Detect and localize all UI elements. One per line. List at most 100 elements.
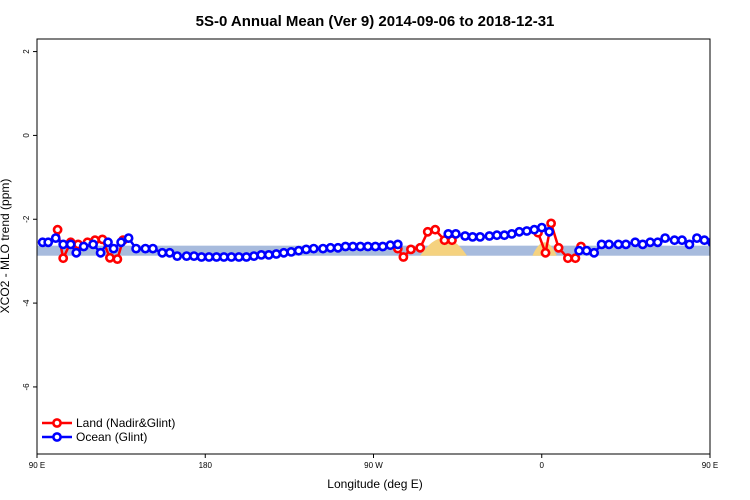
y-tick-label: -6 [22, 383, 31, 391]
series-1-point [521, 226, 532, 236]
y-tick-label: -4 [22, 299, 31, 307]
series-1-point [218, 252, 229, 262]
series-1-point [308, 243, 319, 254]
x-tick-label: 180 [199, 461, 213, 470]
series-1-point [536, 222, 547, 233]
series-1-point [613, 239, 624, 250]
series-1-point [293, 245, 304, 256]
legend-marker-1 [52, 432, 62, 442]
series-1-point [123, 233, 134, 243]
series-1-point [637, 239, 648, 250]
series-1-point [233, 252, 244, 262]
series-0-point [430, 224, 441, 235]
x-tick-label: 90 E [29, 461, 45, 470]
series-1-point [514, 226, 525, 237]
series-1-point [677, 235, 687, 246]
series-1-point [621, 239, 631, 250]
series-1-point [377, 241, 388, 252]
series-1-point [499, 230, 510, 241]
series-1-point [278, 247, 289, 258]
legend-label-0: Land (Nadir&Glint) [76, 416, 175, 430]
series-1-point [318, 243, 328, 254]
series-0-point [52, 224, 63, 235]
series-1-point [116, 237, 126, 248]
series-1-point [131, 243, 141, 254]
legend-marker-0 [52, 418, 62, 428]
series-1-point [604, 239, 614, 250]
series-1-point [43, 237, 54, 248]
series-1-point [467, 231, 478, 242]
series-0-point [105, 252, 115, 263]
series-1-point [95, 247, 106, 258]
series-0-point [398, 252, 409, 262]
series-0-point [540, 247, 551, 258]
series-1-point [699, 235, 710, 246]
series-1-point [581, 245, 592, 256]
series-1-point [226, 252, 237, 262]
series-1-point [108, 243, 119, 254]
series-0-point [112, 254, 123, 264]
series-1-point [669, 235, 680, 246]
series-1-point [325, 242, 336, 253]
series-1-point [71, 247, 82, 258]
series-1-point [172, 251, 183, 261]
series-1-point [684, 239, 695, 250]
series-0-point [405, 244, 416, 255]
series-1-point [731, 235, 738, 242]
series-1-point [385, 240, 396, 251]
series-1-point [256, 249, 267, 260]
series-1-point [164, 247, 175, 258]
series-1-point [692, 233, 702, 243]
series-0-point [563, 253, 573, 264]
series-1-point [475, 231, 485, 242]
series-1-point [574, 245, 584, 256]
series-0-point [422, 226, 433, 237]
x-tick-label: 90 E [702, 461, 718, 470]
series-1-point [716, 237, 723, 244]
series-1-point [347, 241, 358, 252]
series-1-point [88, 239, 98, 250]
series-0-point [570, 253, 581, 264]
series-1-point [589, 247, 599, 258]
series-1-point [140, 243, 151, 254]
series-1-point [491, 230, 502, 241]
x-axis-label: Longitude (deg E) [327, 477, 422, 491]
x-tick-label: 0 [540, 461, 545, 470]
series-1-point [484, 231, 495, 241]
series-1-point [271, 249, 282, 259]
series-0-point [736, 226, 743, 233]
x-axis: 90 E 180 90 W 0 90 E [29, 454, 718, 470]
series-1-point [450, 228, 461, 239]
series-1-point [506, 228, 517, 239]
series-1-point [529, 224, 540, 235]
chart-title: 5S-0 Annual Mean (Ver 9) 2014-09-06 to 2… [196, 13, 555, 30]
series-1-point [50, 233, 61, 243]
series-1-point [392, 239, 403, 250]
series-1-point [263, 249, 274, 260]
series-1-point [248, 251, 259, 261]
series-1-point [204, 252, 214, 262]
y-tick-label: 0 [22, 133, 31, 138]
y-axis: 2 0 -2 -4 -6 [22, 49, 37, 391]
y-axis-label: XCO2 - MLO trend (ppm) [0, 179, 12, 314]
series-1-point [544, 226, 555, 237]
series-1-point [58, 239, 69, 250]
series-0-point [553, 242, 564, 253]
series-1-point [630, 237, 641, 248]
series-1-point [189, 251, 199, 261]
legend-label-1: Ocean (Glint) [76, 430, 147, 444]
series-1-point [738, 239, 745, 246]
series-0-line-3 [740, 230, 750, 259]
series-layer [37, 218, 750, 264]
series-1-point [241, 252, 252, 262]
series-0-point [415, 242, 426, 253]
y-tick-label: -2 [22, 215, 31, 223]
legend: Land (Nadir&Glint)Ocean (Glint) [42, 416, 175, 444]
series-1-point [645, 237, 656, 248]
series-0-point [58, 253, 69, 264]
series-1-point [723, 232, 730, 239]
series-1-point [460, 231, 470, 241]
y-tick-label: 2 [22, 49, 31, 54]
series-1-point [286, 246, 297, 257]
series-1-point [355, 241, 366, 252]
